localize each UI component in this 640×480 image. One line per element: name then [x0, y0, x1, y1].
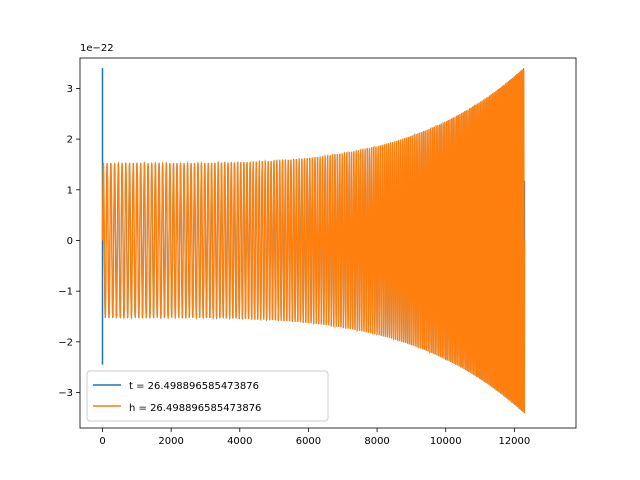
axis-ticks: 0 2000 4000 6000 8000 10000 12000 −3 −2 −1 0 1 2 3: [58, 84, 530, 447]
x-tick-label: 0: [99, 436, 105, 447]
x-tick-label: 8000: [364, 436, 389, 447]
axes-frame: [79, 57, 577, 429]
x-tick-label: 4000: [227, 436, 252, 447]
series-line-h: [101, 68, 526, 414]
legend: t = 26.498896585473876 h = 26.4988965854…: [86, 370, 329, 422]
y-tick-label: −2: [58, 337, 73, 348]
plot-area: [101, 68, 526, 414]
y-tick-label: 0: [67, 236, 73, 247]
x-tick-label: 10000: [430, 436, 462, 447]
y-tick-label: 2: [67, 135, 73, 146]
y-tick-label: 1: [67, 185, 73, 196]
x-tick-label: 12000: [498, 436, 530, 447]
x-tick-label: 6000: [296, 436, 321, 447]
y-scale-label: 1e−22: [80, 43, 114, 54]
legend-label-t: t = 26.498896585473876: [129, 381, 259, 392]
y-tick-label: −1: [58, 287, 73, 298]
y-tick-label: 3: [67, 84, 73, 95]
y-tick-label: −3: [58, 388, 73, 399]
legend-label-h: h = 26.498896585473876: [129, 403, 261, 414]
x-tick-label: 2000: [158, 436, 183, 447]
legend-box: [86, 370, 329, 422]
